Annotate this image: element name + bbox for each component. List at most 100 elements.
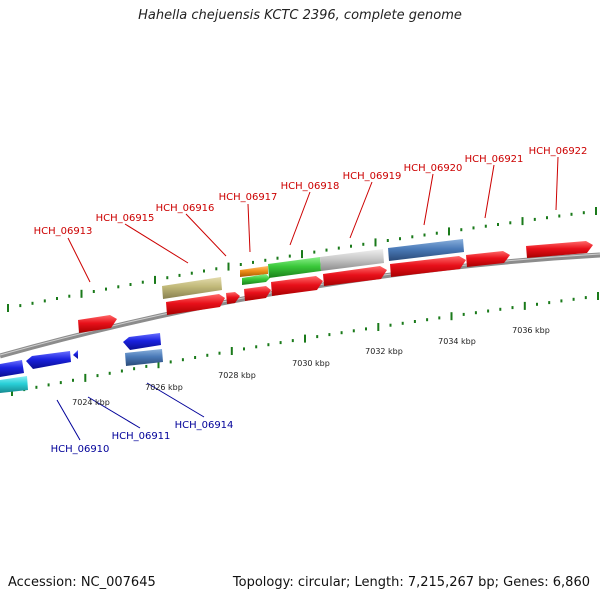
minor-tick xyxy=(560,299,563,303)
gene-label[interactable]: HCH_06919 xyxy=(343,171,402,182)
minor-tick xyxy=(497,223,499,226)
minor-tick xyxy=(255,345,258,349)
reverse-label-leaders xyxy=(56,382,205,441)
minor-tick xyxy=(570,212,573,216)
minor-tick xyxy=(365,327,367,331)
forward-gene-labels: HCH_06913 HCH_06915 HCH_06916 HCH_06917 … xyxy=(34,146,588,237)
gene-box-hch-06917[interactable] xyxy=(240,266,268,277)
major-tick xyxy=(154,275,156,284)
gene-arrow-blue-small[interactable] xyxy=(73,350,78,359)
gene-label[interactable]: HCH_06913 xyxy=(34,226,93,237)
minor-tick xyxy=(411,235,414,239)
minor-tick xyxy=(352,329,355,333)
gene-label[interactable]: HCH_06917 xyxy=(219,192,278,203)
gene-label[interactable]: HCH_06916 xyxy=(156,203,215,214)
minor-tick xyxy=(279,341,282,345)
minor-tick xyxy=(533,217,536,221)
minor-tick xyxy=(120,369,123,373)
reverse-gene-labels: HCH_06910 HCH_06911 HCH_06914 xyxy=(51,420,234,455)
minor-tick xyxy=(56,297,58,300)
minor-tick xyxy=(35,385,38,389)
minor-tick xyxy=(536,302,538,306)
minor-tick xyxy=(169,360,172,364)
major-tick xyxy=(377,323,380,331)
minor-tick xyxy=(267,343,270,347)
tick-row-forward xyxy=(7,207,597,312)
minor-tick xyxy=(435,231,438,235)
gene-label[interactable]: HCH_06918 xyxy=(281,181,340,192)
minor-tick xyxy=(252,260,254,264)
minor-tick xyxy=(215,267,218,271)
minor-tick xyxy=(499,307,502,311)
minor-tick xyxy=(462,312,465,316)
gene-arrow-red-c[interactable] xyxy=(244,286,271,301)
minor-tick xyxy=(68,294,71,298)
minor-tick xyxy=(243,347,245,351)
minor-tick xyxy=(129,283,132,286)
gene-label[interactable]: HCH_06915 xyxy=(96,213,155,224)
forward-label-leaders xyxy=(67,156,559,283)
minor-tick xyxy=(264,258,267,262)
minor-tick xyxy=(166,276,169,280)
minor-tick xyxy=(362,242,365,246)
minor-tick xyxy=(548,301,551,305)
gene-arrow-blue-edge[interactable] xyxy=(0,360,24,377)
gene-box-hch-06918[interactable] xyxy=(268,257,321,278)
gene-arrow-red-f[interactable] xyxy=(390,256,466,277)
gene-box-hch-06919[interactable] xyxy=(320,249,384,271)
minor-tick xyxy=(31,301,34,305)
gene-label[interactable]: HCH_06911 xyxy=(112,431,171,442)
gene-label[interactable]: HCH_06920 xyxy=(404,163,463,174)
minor-tick xyxy=(141,280,144,284)
minor-tick xyxy=(438,316,441,320)
gene-label[interactable]: HCH_06921 xyxy=(465,154,524,165)
major-tick xyxy=(227,262,230,271)
gene-arrow-red-d[interactable] xyxy=(271,276,323,296)
minor-tick xyxy=(218,351,221,355)
minor-tick xyxy=(194,356,197,359)
gene-box-hch-06910[interactable] xyxy=(0,376,28,393)
major-tick xyxy=(450,312,453,321)
minor-tick xyxy=(558,214,561,218)
minor-tick xyxy=(72,378,74,382)
minor-tick xyxy=(426,318,429,322)
minor-tick xyxy=(313,250,316,254)
gene-arrow-green-small[interactable] xyxy=(242,274,270,285)
major-tick xyxy=(523,301,526,310)
ruler-label: 7026 kbp xyxy=(145,383,183,392)
gene-arrow-red-b[interactable] xyxy=(226,292,240,304)
major-tick xyxy=(521,217,524,226)
minor-tick xyxy=(509,221,512,225)
minor-tick xyxy=(337,246,340,250)
minor-tick xyxy=(511,306,514,310)
minor-tick xyxy=(386,239,389,242)
major-tick xyxy=(80,289,83,298)
gene-label[interactable]: HCH_06910 xyxy=(51,444,110,455)
gene-arrow-red-a[interactable] xyxy=(166,294,225,315)
major-tick xyxy=(7,304,9,312)
gene-label[interactable]: HCH_06922 xyxy=(529,146,588,157)
minor-tick xyxy=(181,358,184,362)
ruler-label: 7030 kbp xyxy=(292,359,330,368)
gene-box-hch-06920[interactable] xyxy=(388,239,464,261)
gene-box-hch-06914[interactable] xyxy=(125,349,163,366)
gene-arrow-hch-06913[interactable] xyxy=(78,315,117,333)
minor-tick xyxy=(239,263,242,266)
major-tick xyxy=(230,347,233,355)
minor-tick xyxy=(47,383,50,387)
gene-arrow-hch-06921[interactable] xyxy=(466,251,510,267)
gene-arrow-blue-a[interactable] xyxy=(26,351,71,369)
gene-arrow-red-e[interactable] xyxy=(323,266,387,286)
minor-tick xyxy=(584,296,587,300)
minor-tick xyxy=(92,290,95,293)
gene-label[interactable]: HCH_06914 xyxy=(175,420,234,431)
ruler-label: 7034 kbp xyxy=(438,337,476,346)
minor-tick xyxy=(288,254,291,258)
gene-arrow-blue-b[interactable] xyxy=(123,333,161,350)
gene-box-hch-06915[interactable] xyxy=(162,277,222,299)
gene-arrow-hch-06922[interactable] xyxy=(526,241,593,258)
minor-tick xyxy=(190,271,193,275)
minor-tick xyxy=(413,320,416,323)
minor-tick xyxy=(178,273,181,277)
